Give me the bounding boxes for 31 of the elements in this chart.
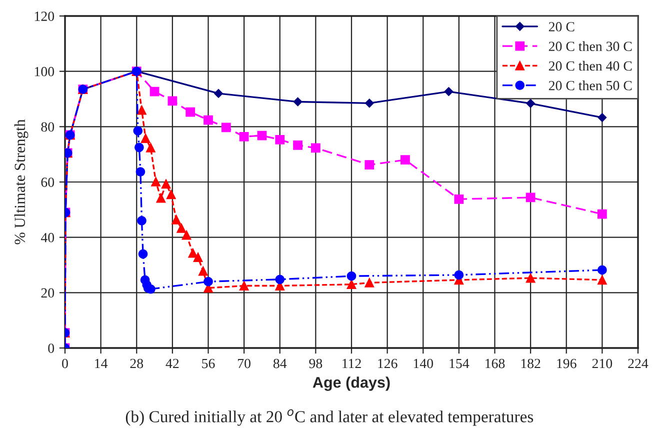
legend-label: 20 C then 40 C	[548, 60, 632, 71]
y-tick-label: 40	[40, 232, 54, 242]
y-tick-label: 120	[34, 12, 54, 21]
x-tick-label: 154	[450, 358, 470, 368]
legend-label: 20 C	[548, 22, 574, 32]
x-tick-label: 196	[557, 358, 576, 368]
x-tick-label: 98	[309, 358, 322, 368]
x-tick-label: 112	[342, 358, 361, 368]
x-tick-label: 84	[273, 358, 287, 368]
x-axis-title: Age (days)	[312, 376, 390, 391]
y-tick-label: 60	[41, 178, 54, 187]
x-tick-label: 182	[521, 358, 540, 368]
x-tick-label: 168	[486, 358, 505, 368]
y-tick-label: 0	[48, 344, 54, 353]
x-tick-label: 224	[628, 358, 648, 368]
x-tick-label: 0	[62, 358, 68, 368]
text: (b) Cured initially at 20 $^{o}$C and later at elevated temperatures	[126, 409, 534, 426]
y-tick-label: 80	[41, 122, 54, 132]
y-tick-label: 100	[34, 66, 54, 76]
x-tick-label: 140	[414, 358, 434, 368]
x-tick-label: 42	[166, 358, 179, 368]
x-tick-label: 56	[202, 358, 215, 368]
legend-label: 20 C then 50 C	[548, 80, 632, 90]
x-tick-label: 14	[95, 358, 108, 368]
y-axis-title: % Ultimate Strength	[14, 119, 28, 244]
legend-label: 20 C then 30 C	[548, 41, 632, 52]
x-tick-label: 70	[238, 358, 250, 368]
x-tick-label: 210	[592, 358, 612, 368]
x-tick-label: 126	[378, 358, 398, 368]
y-tick-label: 20	[41, 288, 54, 298]
x-tick-label: 28	[130, 358, 144, 368]
